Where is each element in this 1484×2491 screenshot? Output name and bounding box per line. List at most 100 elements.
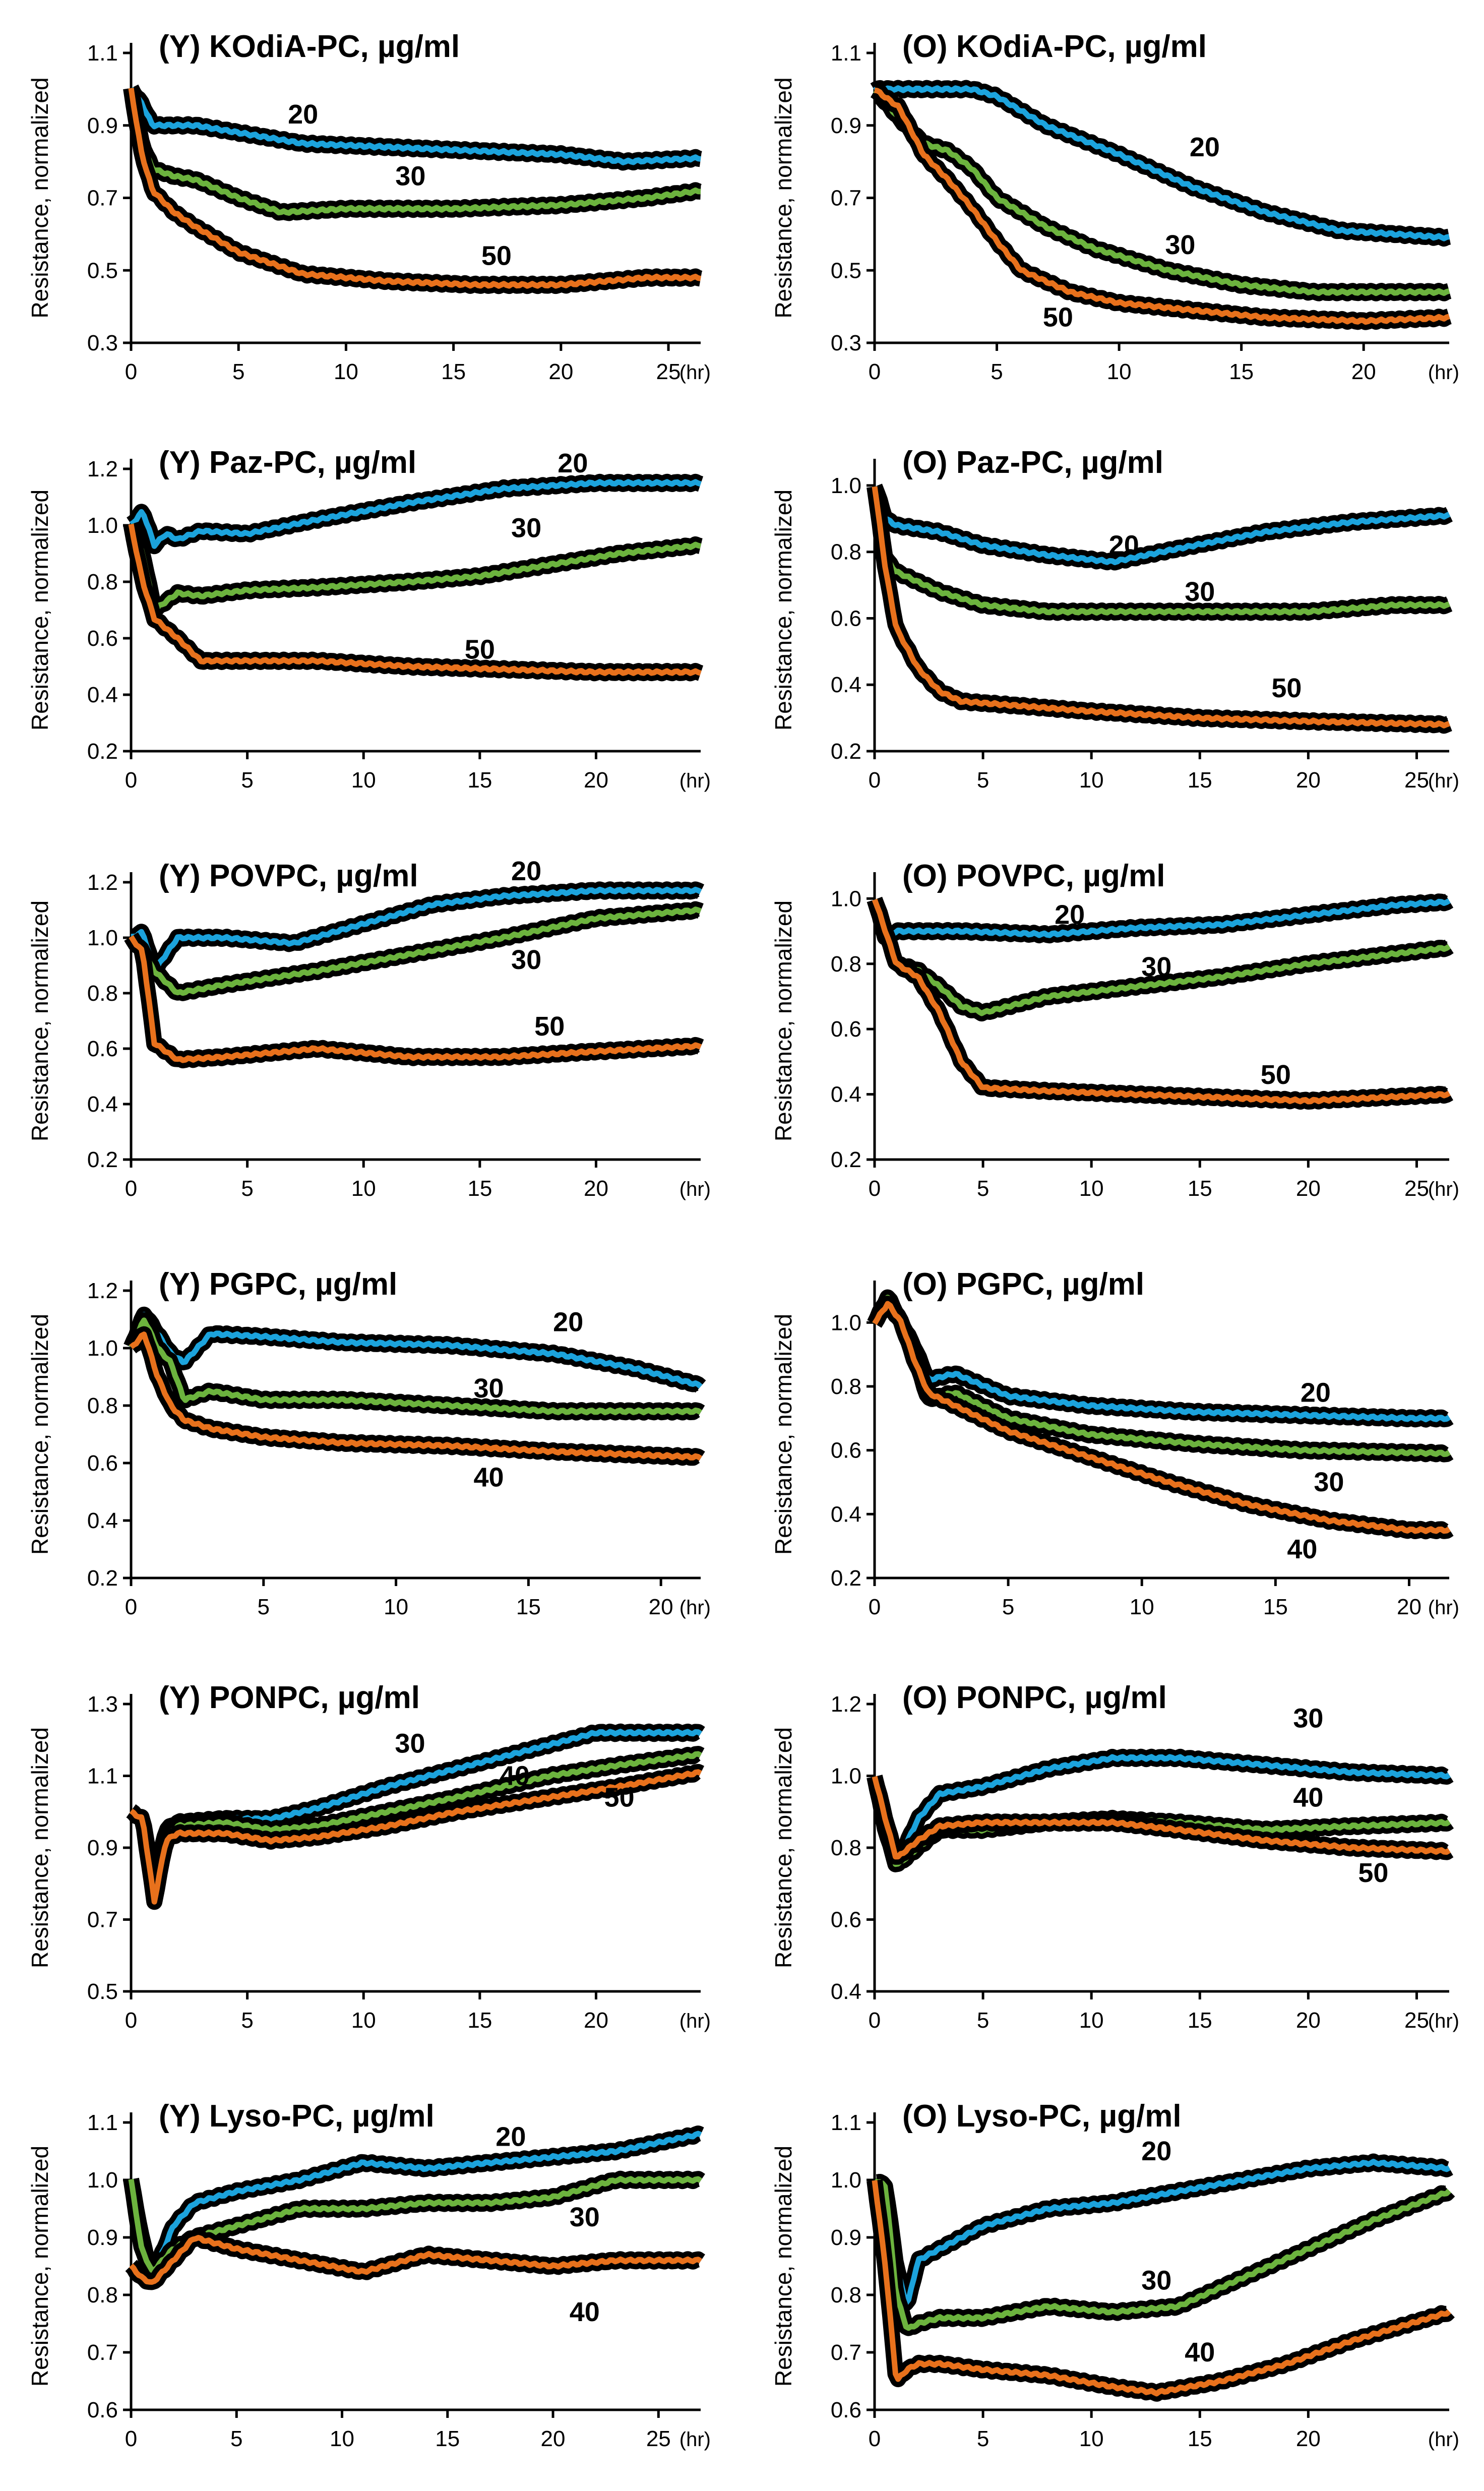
series-label: 30 — [1141, 952, 1171, 982]
x-unit-label: (hr) — [1428, 361, 1459, 384]
series-line — [872, 2180, 1451, 2397]
x-tick-label: 10 — [1107, 359, 1132, 384]
x-tick-label: 15 — [1188, 1176, 1212, 1201]
y-axis-label: Resistance, normalized — [27, 2146, 53, 2387]
y-tick-label: 0.6 — [831, 1908, 861, 1932]
chart-panel-9: 0.5 0.7 0.9 1.1 1.3 0 5 10 15 20 (hr) Resistance, n… — [27, 1680, 711, 2033]
x-tick-label: 25 — [1404, 1176, 1429, 1201]
series-line — [129, 906, 702, 996]
x-tick-label: 25 — [1404, 768, 1429, 793]
series-40: 40 — [867, 2179, 1455, 2402]
y-tick-label: 1.2 — [831, 1692, 861, 1717]
series-label: 50 — [534, 1011, 565, 1042]
x-tick-label: 25 — [1404, 2008, 1429, 2033]
y-tick-label: 1.2 — [87, 870, 118, 895]
y-axis-label: Resistance, normalized — [770, 77, 796, 318]
x-tick-label: 10 — [384, 1595, 408, 1619]
series-label: 30 — [473, 1373, 504, 1404]
x-tick-label: 10 — [351, 2008, 376, 2033]
y-tick-label: 1.1 — [831, 2110, 861, 2135]
y-tick-label: 0.8 — [87, 1393, 118, 1418]
x-tick-label: 5 — [977, 2008, 989, 2033]
chart-panel-6: 0.2 0.4 0.6 0.8 1.0 0 5 10 15 20 25(hr) Resistance,… — [770, 859, 1459, 1201]
x-tick-label: 25 — [646, 2426, 671, 2451]
series-line — [872, 486, 1450, 728]
y-axis-label: Resistance, normalized — [770, 900, 796, 1141]
y-tick-label: 1.0 — [831, 2168, 861, 2193]
panel-title: (O) POVPC, µg/ml — [902, 859, 1165, 893]
series-line — [128, 523, 702, 676]
series-20: 20 — [869, 80, 1455, 247]
x-tick-label: 0 — [869, 359, 881, 384]
y-tick-label: 0.5 — [831, 258, 861, 283]
series-30: 30 — [123, 87, 706, 221]
series-20: 20 — [123, 84, 706, 171]
series-30: 30 — [123, 513, 706, 620]
series-line — [129, 2235, 703, 2285]
y-tick-label: 0.7 — [87, 1908, 118, 1932]
x-tick-label: 5 — [241, 2008, 253, 2033]
series-50: 50 — [126, 1764, 706, 1910]
chart-panel-3: 0.2 0.4 0.6 0.8 1.0 1.2 0 5 10 15 20 (hr) Resistance… — [27, 445, 711, 793]
panel-title: (O) PGPC, µg/ml — [902, 1267, 1144, 1302]
y-tick-label: 1.2 — [87, 457, 118, 481]
x-tick-label: 10 — [334, 359, 358, 384]
x-tick-label: 5 — [232, 359, 244, 384]
series-label: 30 — [395, 1728, 425, 1758]
series-line — [128, 523, 702, 614]
series-label: 30 — [570, 2202, 600, 2232]
x-unit-label: (hr) — [679, 2428, 711, 2451]
series-line — [129, 87, 701, 165]
y-tick-label: 1.0 — [831, 886, 861, 911]
y-tick-label: 0.3 — [831, 331, 861, 355]
series-line — [129, 1751, 702, 1894]
series-label: 30 — [1293, 1704, 1323, 1734]
chart-panel-2: 0.3 0.5 0.7 0.9 1.1 0 5 10 15 20 (hr) Resistance, n… — [770, 29, 1459, 384]
series-label: 30 — [1185, 577, 1215, 607]
y-tick-label: 0.9 — [831, 113, 861, 138]
y-tick-label: 0.6 — [87, 2398, 118, 2422]
y-tick-label: 0.8 — [831, 2283, 861, 2307]
y-tick-label: 0.7 — [87, 2340, 118, 2365]
y-tick-label: 0.6 — [831, 606, 861, 631]
y-tick-label: 0.5 — [87, 258, 118, 283]
y-tick-label: 0.6 — [87, 626, 118, 651]
series-label: 20 — [496, 2122, 526, 2152]
y-tick-label: 0.2 — [87, 1147, 118, 1172]
y-tick-label: 1.1 — [831, 41, 861, 66]
x-tick-label: 10 — [1079, 1176, 1104, 1201]
series-30: 30 — [123, 1312, 706, 1421]
panel-title: (O) Paz-PC, µg/ml — [902, 445, 1163, 480]
x-tick-label: 10 — [1079, 768, 1104, 793]
series-line — [873, 85, 1450, 241]
series-error-band — [123, 1306, 706, 1393]
series-label: 40 — [473, 1463, 504, 1493]
series-label: 40 — [500, 1761, 530, 1791]
y-axis-label: Resistance, normalized — [770, 490, 796, 731]
x-tick-label: 10 — [1079, 2008, 1104, 2033]
y-tick-label: 1.1 — [87, 1764, 118, 1789]
y-tick-label: 0.4 — [87, 683, 118, 707]
y-tick-label: 1.0 — [87, 513, 118, 538]
y-tick-label: 0.9 — [87, 1836, 118, 1860]
y-tick-label: 0.4 — [87, 1508, 118, 1533]
series-20: 20 — [867, 483, 1455, 571]
series-label: 20 — [1141, 2136, 1171, 2166]
y-axis-label: Resistance, normalized — [770, 1314, 796, 1555]
x-tick-label: 10 — [1130, 1595, 1154, 1619]
y-tick-label: 0.6 — [87, 1451, 118, 1476]
series-error-band — [126, 473, 706, 555]
series-line — [129, 1769, 702, 1905]
panel-title: (O) KOdiA-PC, µg/ml — [902, 29, 1207, 64]
x-tick-label: 0 — [125, 359, 137, 384]
series-40: 40 — [125, 2229, 706, 2327]
x-tick-label: 20 — [584, 1176, 608, 1201]
series-line — [874, 87, 1450, 325]
y-tick-label: 0.2 — [87, 1566, 118, 1591]
y-tick-label: 0.6 — [831, 1017, 861, 1042]
y-tick-label: 0.4 — [831, 1502, 861, 1527]
x-tick-label: 0 — [125, 1176, 137, 1201]
x-tick-label: 20 — [1351, 359, 1376, 384]
x-tick-label: 20 — [1296, 2426, 1321, 2451]
